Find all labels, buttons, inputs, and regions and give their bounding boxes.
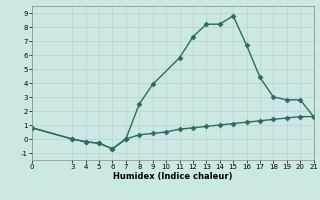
X-axis label: Humidex (Indice chaleur): Humidex (Indice chaleur) xyxy=(113,172,233,181)
